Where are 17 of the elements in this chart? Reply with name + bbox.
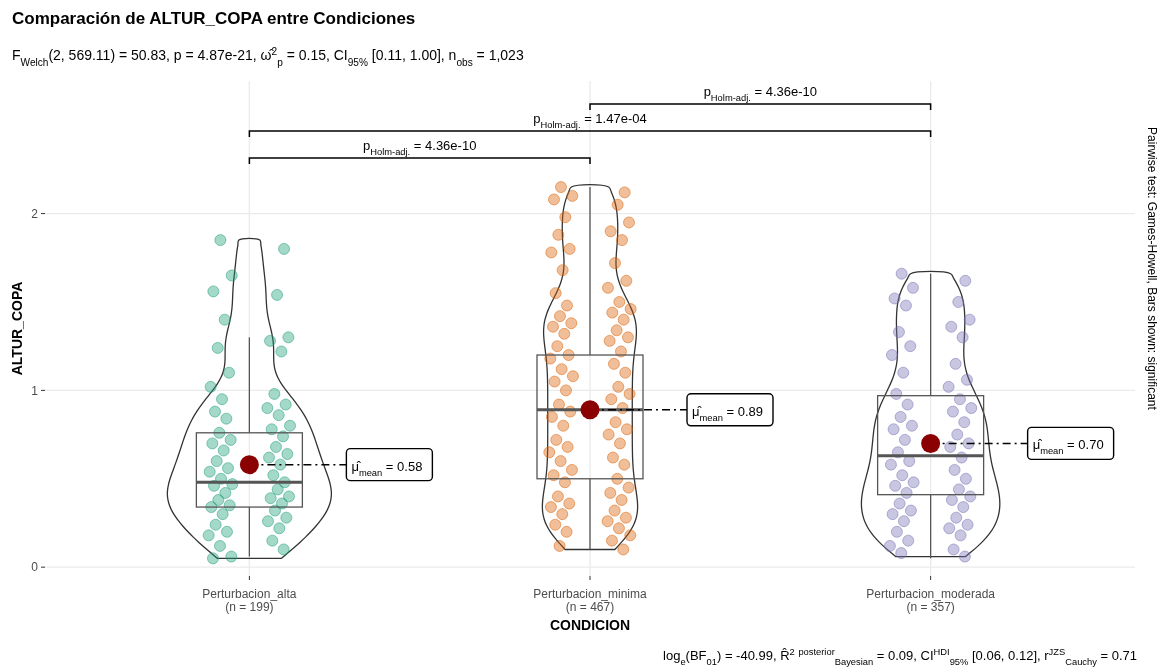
chart-title: Comparación de ALTUR_COPA entre Condiciones bbox=[12, 9, 416, 28]
text: Pairwise test: Games-Howell, Bars shown: significant bbox=[1145, 127, 1159, 411]
x-tick-label: Perturbacion_alta (n = 199) bbox=[202, 587, 297, 614]
y-tick-label: 0 bbox=[31, 560, 39, 575]
y-tick-label: 2 bbox=[31, 206, 39, 221]
y-axis-title: ALTUR_COPA bbox=[9, 281, 25, 376]
x-axis-title: CONDICION bbox=[549, 617, 631, 633]
annotation: p$_{Holm-adj.}$ = 1.47e-04 bbox=[533, 111, 647, 130]
annotation: μ̂$_{mean}$ = 0.89 bbox=[692, 403, 763, 423]
annotation: μ̂$_{mean}$ = 0.58 bbox=[351, 458, 423, 478]
x-tick-label: Perturbacion_minima (n = 467) bbox=[533, 587, 648, 614]
annotation: μ̂$_{mean}$ = 0.70 bbox=[1032, 437, 1104, 457]
text: F$_{Welch}$(2, 569.11) = 50.83, p = 4.87e-21, ω̂$^{2}$$_{p}$ = 0.15, CI$_{95%}$ [0.11, 1.00], n$_{obs}$ = 1,023 bbox=[12, 45, 524, 68]
y-tick-label: 1 bbox=[31, 383, 39, 398]
annotation: p$_{Holm-adj.}$ = 4.36e-10 bbox=[363, 138, 477, 157]
x-tick-label: Perturbacion_moderada (n = 357) bbox=[866, 587, 996, 614]
annotation: p$_{Holm-adj.}$ = 4.36e-10 bbox=[703, 84, 817, 103]
